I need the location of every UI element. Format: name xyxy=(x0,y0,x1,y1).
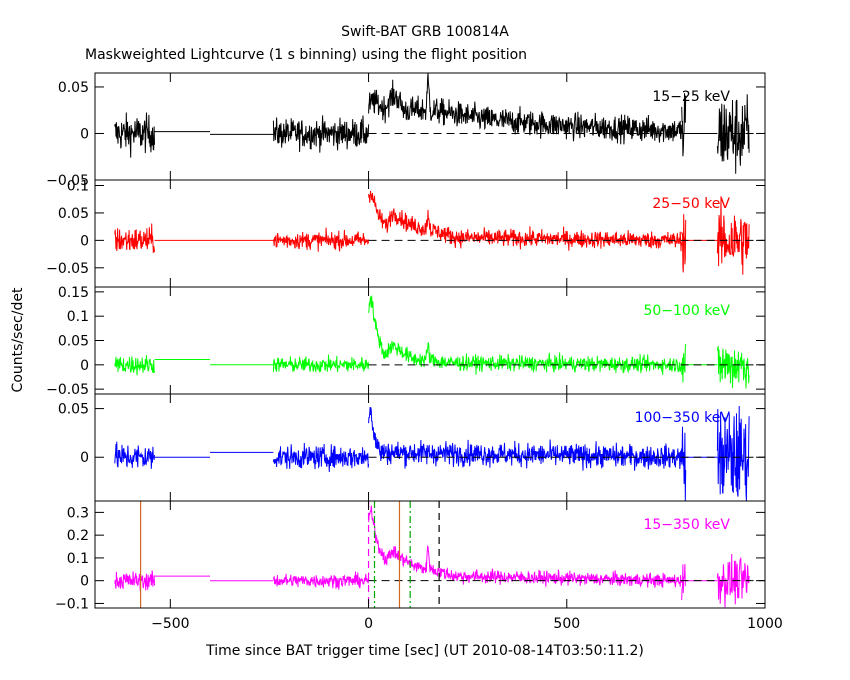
y-tick-label: 0.2 xyxy=(67,528,89,544)
x-tick-label: −500 xyxy=(151,616,189,632)
y-tick-label: 0.15 xyxy=(58,285,89,301)
y-tick-label: 0.1 xyxy=(67,178,89,194)
band-label: 50−100 keV xyxy=(643,303,730,319)
x-tick-label: 0 xyxy=(364,616,373,632)
panels-group: −0.05 0 0.05 15−25 keV −0.05 0 0.05 0.1 25−50 ke… xyxy=(46,72,783,632)
panel-4: 0 0.05 100−350 keV xyxy=(58,393,766,502)
y-axis-label: Counts/sec/det xyxy=(10,287,26,392)
y-tick-label: 0.1 xyxy=(67,551,89,567)
chart-subtitle: Maskweighted Lightcurve (1 s binning) us… xyxy=(85,47,527,63)
band-label: 15−25 keV xyxy=(652,89,730,105)
y-tick-label: −0.1 xyxy=(55,596,89,612)
chart-title: Swift-BAT GRB 100814A xyxy=(341,24,509,40)
x-tick-label: 1000 xyxy=(747,616,783,632)
y-tick-label: 0.1 xyxy=(67,309,89,325)
panel-5: −0.1 0 0.1 0.2 0.3 15−350 keV xyxy=(55,500,766,612)
panel-3: −0.05 0 0.05 0.1 0.15 50−100 keV xyxy=(46,285,766,398)
panel-frame xyxy=(94,500,766,609)
y-tick-label: 0.05 xyxy=(58,402,89,418)
y-tick-label: 0 xyxy=(80,450,89,466)
y-tick-label: −0.05 xyxy=(46,173,89,189)
band-label: 25−50 keV xyxy=(652,196,730,212)
band-label: 15−350 keV xyxy=(643,517,730,533)
y-tick-label: −0.05 xyxy=(46,382,89,398)
y-tick-label: 0.3 xyxy=(67,505,89,521)
y-tick-label: 0 xyxy=(80,358,89,374)
y-tick-label: 0 xyxy=(80,126,89,142)
x-axis-label: Time since BAT trigger time [sec] (UT 20… xyxy=(205,643,644,659)
panel-1: −0.05 0 0.05 15−25 keV xyxy=(46,72,766,189)
panel-2: −0.05 0 0.05 0.1 25−50 keV xyxy=(46,178,766,288)
y-tick-label: 0.05 xyxy=(58,206,89,222)
y-tick-label: 0 xyxy=(80,574,89,590)
y-tick-label: −0.05 xyxy=(46,261,89,277)
y-tick-label: 0.05 xyxy=(58,334,89,350)
y-tick-label: 0 xyxy=(80,233,89,249)
x-tick-label: 500 xyxy=(553,616,580,632)
band-label: 100−350 keV xyxy=(635,410,731,426)
y-tick-label: 0.05 xyxy=(58,80,89,96)
